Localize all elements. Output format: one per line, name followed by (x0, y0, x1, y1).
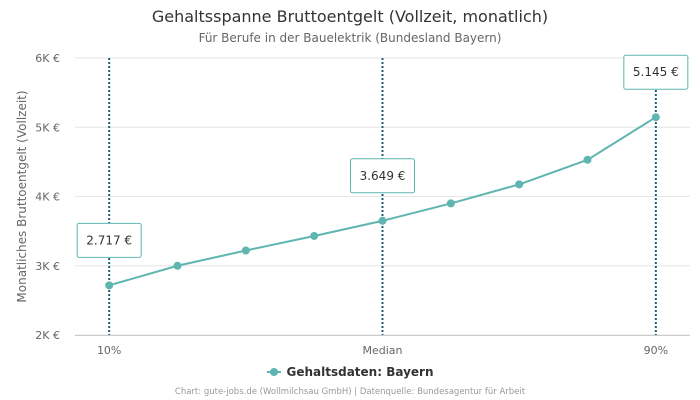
x-tick-label: 10% (97, 344, 121, 357)
value-label-box (623, 54, 689, 90)
value-label-box (350, 158, 415, 194)
data-point (378, 216, 387, 225)
value-label-box (76, 222, 142, 258)
data-point (310, 231, 319, 240)
value-label: 3.649 € (360, 169, 406, 183)
data-point (583, 155, 592, 164)
legend[interactable]: Gehaltsdaten: Bayern (0, 365, 700, 380)
legend-label: Gehaltsdaten: Bayern (286, 365, 434, 379)
legend-line-icon (266, 367, 281, 377)
value-label: 2.717 € (86, 233, 132, 247)
x-tick-label: 90% (644, 344, 668, 357)
chart-subtitle: Für Berufe in der Bauelektrik (Bundeslan… (198, 31, 502, 45)
y-axis-title: Monatliches Bruttoentgelt (Vollzeit) (15, 90, 29, 302)
data-point (105, 281, 114, 290)
y-tick-label: 3K € (35, 260, 60, 273)
data-point (173, 261, 182, 270)
value-label: 5.145 € (633, 65, 679, 79)
data-point (515, 180, 524, 189)
data-point (446, 199, 455, 208)
y-tick-label: 4K € (35, 191, 60, 204)
chart-title: Gehaltsspanne Bruttoentgelt (Vollzeit, m… (151, 7, 549, 26)
y-tick-label: 5K € (35, 121, 60, 134)
x-tick-label: Median (362, 344, 402, 357)
y-tick-label: 2K € (35, 329, 60, 342)
y-tick-label: 6K € (35, 52, 60, 65)
data-point (651, 113, 660, 122)
data-point (241, 246, 250, 255)
chart-credits: Chart: gute-jobs.de (Wollmilchsau GmbH) … (174, 387, 526, 397)
